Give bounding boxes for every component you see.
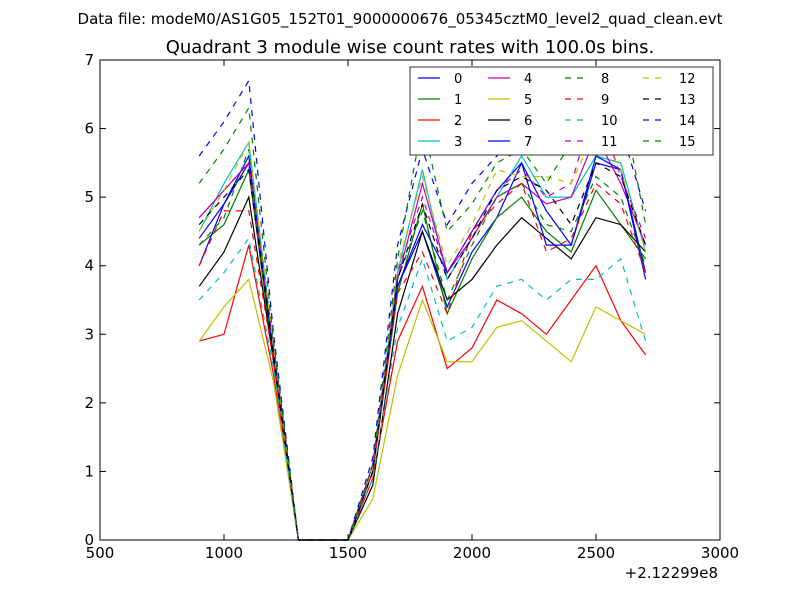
series-line-5 xyxy=(198,278,646,541)
legend-label-12: 12 xyxy=(679,72,696,87)
series-line-8 xyxy=(198,148,647,541)
x-tick-label: 1000 xyxy=(205,544,243,562)
series-line-13 xyxy=(198,162,647,541)
series-line-6 xyxy=(198,194,647,541)
x-axis-offset-label: +2.12299e8 xyxy=(625,564,718,582)
legend-label-3: 3 xyxy=(454,135,462,150)
legend-label-11: 11 xyxy=(601,135,618,150)
series-line-7 xyxy=(198,154,647,541)
y-tick-label: 0 xyxy=(84,531,94,549)
y-tick-label: 1 xyxy=(84,462,94,480)
series-line-12 xyxy=(198,127,647,541)
y-tick-label: 7 xyxy=(84,51,94,69)
series-line-2 xyxy=(199,244,647,541)
legend-label-6: 6 xyxy=(524,114,532,129)
x-tick-label: 2000 xyxy=(453,544,491,562)
legend-label-10: 10 xyxy=(601,114,618,129)
x-tick-label: 500 xyxy=(86,544,115,562)
legend-label-2: 2 xyxy=(454,114,462,129)
legend-label-14: 14 xyxy=(679,114,696,129)
figure-suptitle: Data file: modeM0/AS1G05_152T01_90000006… xyxy=(78,10,723,29)
chart-title: Quadrant 3 module wise count rates with … xyxy=(166,37,655,58)
y-tick-label: 5 xyxy=(84,188,94,206)
legend-label-1: 1 xyxy=(454,93,462,108)
x-tick-label: 3000 xyxy=(701,544,739,562)
legend-label-7: 7 xyxy=(524,135,532,150)
x-tick-label: 2500 xyxy=(577,544,615,562)
y-tick-label: 3 xyxy=(84,325,94,343)
x-tick-label: 1500 xyxy=(329,544,367,562)
legend-label-13: 13 xyxy=(679,93,696,108)
legend-label-8: 8 xyxy=(601,72,609,87)
legend-label-15: 15 xyxy=(679,135,696,150)
legend-label-4: 4 xyxy=(524,72,532,87)
y-tick-label: 2 xyxy=(84,394,94,412)
legend-box xyxy=(409,66,714,156)
series-line-9 xyxy=(198,182,647,541)
plot-frame xyxy=(99,59,721,541)
legend-label-5: 5 xyxy=(524,93,532,108)
y-tick-label: 6 xyxy=(84,120,94,138)
legend-label-0: 0 xyxy=(454,72,462,87)
series-line-4 xyxy=(198,133,647,541)
y-tick-label: 4 xyxy=(84,257,94,275)
legend-label-9: 9 xyxy=(601,93,609,108)
